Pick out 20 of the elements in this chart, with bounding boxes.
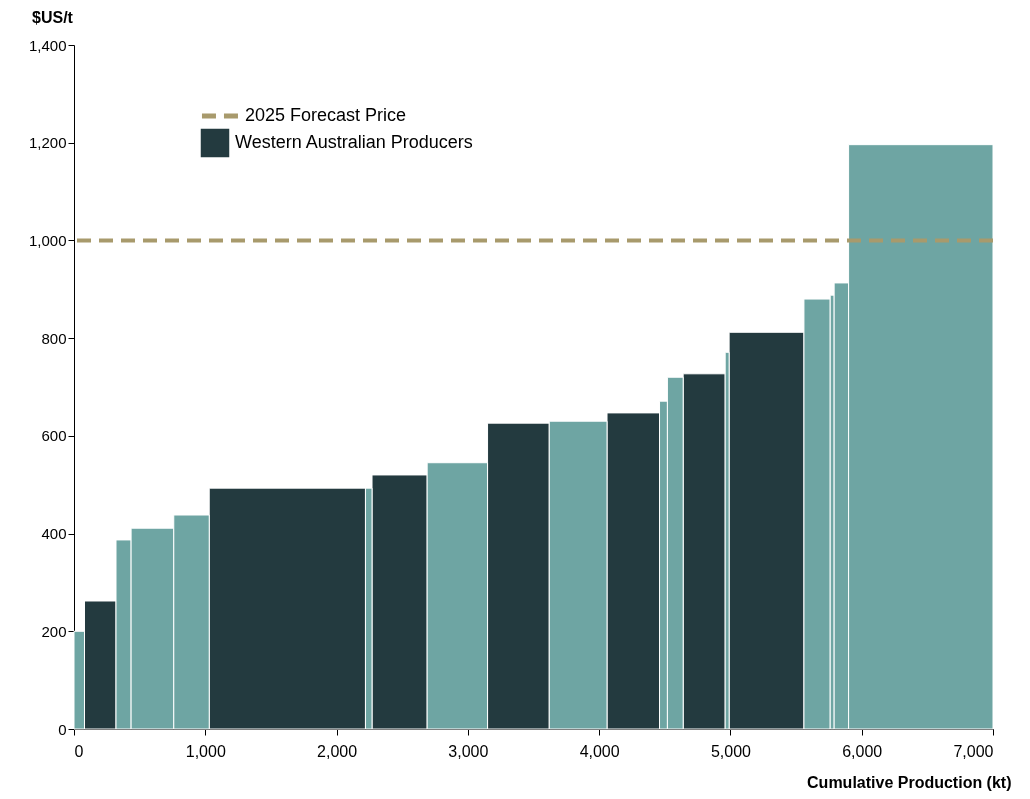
y-tick-label: 400 xyxy=(41,525,67,543)
y-axis-title: $US/t xyxy=(32,8,74,26)
legend-label: 2025 Forecast Price xyxy=(245,105,407,125)
x-tick-label: 7,000 xyxy=(953,742,994,760)
x-axis-title: Cumulative Production (kt) xyxy=(807,773,1012,791)
y-tick-label: 0 xyxy=(58,720,67,738)
x-tick-label: 3,000 xyxy=(448,742,489,760)
x-tick-label: 6,000 xyxy=(842,742,883,760)
legend-label: Western Australian Producers xyxy=(235,132,473,152)
y-tick-label: 1,000 xyxy=(28,231,67,249)
y-tick-label: 1,400 xyxy=(28,36,67,54)
x-tick-label: 5,000 xyxy=(710,742,752,760)
y-tick-label: 800 xyxy=(41,329,67,347)
x-tick-label: 4,000 xyxy=(579,742,620,760)
y-tick-label: 600 xyxy=(41,427,67,445)
x-tick-label: 1,000 xyxy=(185,742,226,760)
y-tick-label: 1,200 xyxy=(28,134,67,152)
y-tick-label: 200 xyxy=(41,622,67,640)
x-tick-label: 0 xyxy=(74,742,84,760)
x-tick-label: 2,000 xyxy=(317,742,358,760)
